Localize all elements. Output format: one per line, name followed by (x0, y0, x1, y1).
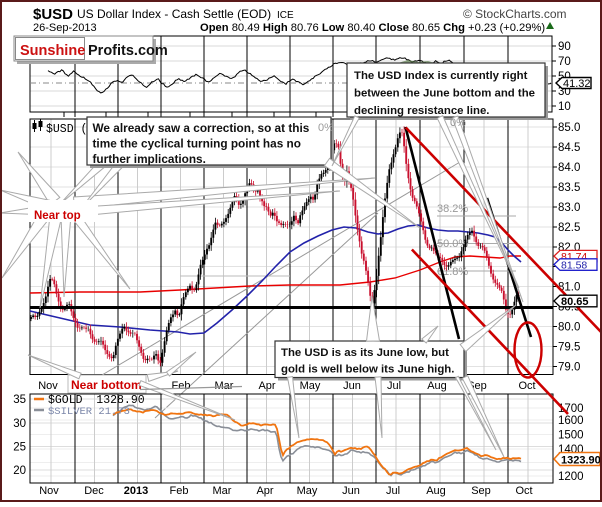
svg-text:US Dollar Index - Cash Settle: US Dollar Index - Cash Settle (EOD) (77, 7, 271, 21)
svg-text:0%: 0% (318, 122, 334, 134)
svg-text:79.5: 79.5 (558, 342, 580, 354)
svg-text:Apr: Apr (258, 380, 275, 392)
svg-text:Apr: Apr (256, 485, 273, 497)
svg-text:Sunshine: Sunshine (20, 43, 85, 59)
svg-text:time the cyclical turning poin: time the cyclical turning point has no (93, 136, 301, 150)
svg-text:80.65: 80.65 (561, 296, 589, 308)
svg-text:Oct: Oct (518, 380, 535, 392)
svg-text:Aug: Aug (426, 485, 446, 497)
svg-text:10: 10 (558, 101, 571, 113)
svg-text:Feb: Feb (172, 380, 191, 392)
svg-text:between the June bottom and th: between the June bottom and the (354, 88, 535, 100)
svg-text:$GOLD 1328.90: $GOLD 1328.90 (48, 394, 145, 407)
svg-text:$SILVER 21.73: $SILVER 21.73 (48, 406, 130, 418)
svg-text:50.0%: 50.0% (437, 238, 468, 250)
svg-text:Jul: Jul (386, 485, 400, 497)
svg-text:further implications.: further implications. (93, 152, 206, 166)
svg-text:declining resistance line.: declining resistance line. (354, 105, 489, 117)
svg-text:35: 35 (13, 394, 26, 406)
svg-text:Sep: Sep (471, 485, 491, 497)
svg-text:Open 80.49 High 80.76 Low 80.4: Open 80.49 High 80.76 Low 80.40 Close 80… (200, 22, 545, 34)
svg-text:1323.90: 1323.90 (561, 455, 601, 467)
svg-text:70: 70 (558, 56, 571, 68)
svg-text:$USD: $USD (33, 6, 73, 23)
svg-text:0%: 0% (450, 117, 466, 129)
svg-text:May: May (300, 380, 321, 392)
svg-text:Jul: Jul (387, 380, 401, 392)
svg-text:83.5: 83.5 (558, 182, 580, 194)
svg-text:gold is well below its June hi: gold is well below its June high. (281, 364, 454, 376)
svg-text:Feb: Feb (170, 485, 189, 497)
svg-text:61.8%: 61.8% (437, 266, 468, 278)
svg-text:The USD Index is currently rig: The USD Index is currently right (354, 70, 528, 82)
svg-text:Jun: Jun (342, 485, 360, 497)
svg-text:90: 90 (558, 41, 571, 53)
svg-text:41.32: 41.32 (563, 78, 591, 90)
svg-text:Near bottom: Near bottom (71, 378, 142, 392)
svg-text:Profits.com: Profits.com (88, 43, 168, 59)
svg-text:38.2%: 38.2% (437, 203, 468, 215)
svg-text:84.0: 84.0 (558, 162, 580, 174)
svg-text:Aug: Aug (427, 380, 447, 392)
svg-text:The USD is as its June low, bu: The USD is as its June low, but (281, 347, 449, 359)
svg-text:1500: 1500 (558, 430, 584, 442)
svg-text:26-Sep-2013: 26-Sep-2013 (33, 22, 97, 34)
svg-text:We already saw a correction, s: We already saw a correction, so at this (93, 121, 310, 135)
svg-text:Mar: Mar (213, 485, 232, 497)
svg-text:Nov: Nov (38, 380, 58, 392)
svg-text:79.0: 79.0 (558, 362, 580, 374)
svg-text:81.58: 81.58 (561, 259, 587, 271)
svg-text:© StockCharts.com: © StockCharts.com (463, 7, 567, 21)
svg-text:30: 30 (13, 418, 26, 430)
svg-text:Oct: Oct (515, 485, 532, 497)
svg-text:Near top: Near top (34, 210, 81, 222)
svg-text:83.0: 83.0 (558, 202, 580, 214)
svg-text:1200: 1200 (558, 471, 584, 483)
svg-text:82.5: 82.5 (558, 222, 580, 234)
svg-text:80.0: 80.0 (558, 322, 580, 334)
svg-text:20: 20 (13, 465, 26, 477)
svg-text:Dec: Dec (84, 485, 104, 497)
svg-text:84.5: 84.5 (558, 142, 580, 154)
svg-text:Jun: Jun (343, 380, 361, 392)
svg-text:2013: 2013 (124, 485, 148, 497)
svg-text:May: May (297, 485, 318, 497)
svg-text:Nov: Nov (39, 485, 59, 497)
svg-text:81.0: 81.0 (558, 282, 580, 294)
svg-text:Mar: Mar (215, 380, 234, 392)
svg-text:85.0: 85.0 (558, 122, 580, 134)
svg-text:$USD (: $USD ( (46, 123, 87, 136)
svg-text:ICE: ICE (277, 10, 294, 21)
svg-text:25: 25 (13, 442, 26, 454)
svg-text:1600: 1600 (558, 415, 584, 427)
